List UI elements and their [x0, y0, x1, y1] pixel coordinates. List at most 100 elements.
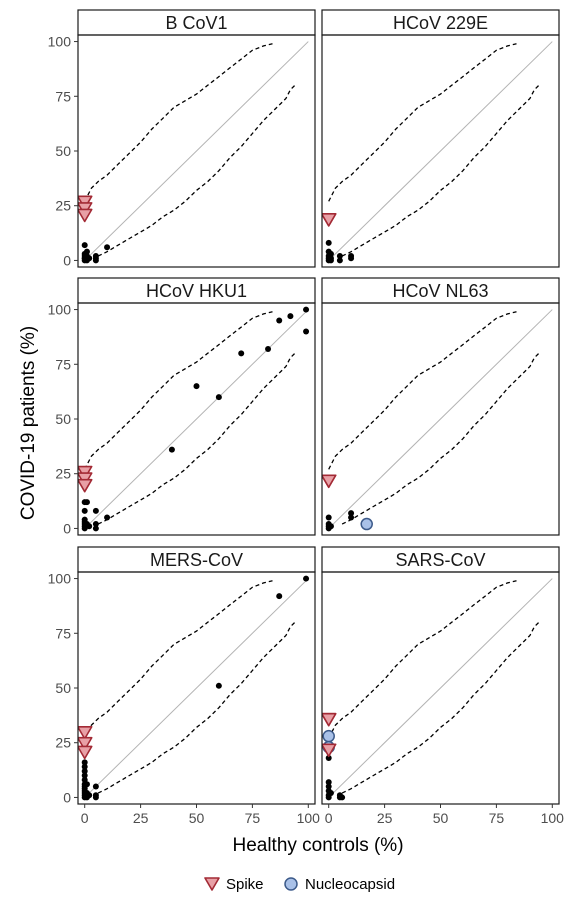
upper-bound-line	[84, 311, 273, 470]
plot-area	[78, 575, 310, 801]
panel-strip	[77, 9, 316, 36]
data-point	[81, 768, 88, 775]
y-axis-title: COVID-19 patients (%)	[18, 326, 39, 520]
y-tick-label: 25	[55, 198, 71, 214]
data-point	[303, 306, 310, 313]
lower-bound-line	[97, 621, 296, 794]
data-point	[92, 507, 99, 514]
legend-spike-key	[204, 877, 220, 891]
upper-bound-line	[328, 311, 517, 470]
data-point	[287, 313, 294, 320]
x-tick-label: 25	[377, 810, 393, 826]
data-point	[327, 257, 334, 264]
upper-bound-line	[328, 580, 517, 739]
panel-strip	[77, 277, 316, 304]
x-tick-label: 100	[541, 810, 565, 826]
identity-line	[328, 578, 553, 798]
legend-nucleocapsid-key	[284, 877, 298, 891]
data-point	[92, 521, 99, 528]
data-point	[303, 575, 310, 582]
data-point	[339, 794, 346, 801]
x-tick-label: 50	[433, 810, 449, 826]
x-tick-label: 100	[297, 810, 321, 826]
spike-point	[78, 725, 93, 740]
data-point	[325, 779, 332, 786]
data-point	[276, 593, 283, 600]
panel-border	[321, 34, 560, 268]
panel-border	[321, 302, 560, 536]
y-tick-label: 75	[55, 625, 71, 641]
legend-label: Spike	[226, 876, 264, 893]
identity-line	[84, 41, 309, 261]
data-point	[193, 383, 200, 390]
data-point	[276, 317, 283, 324]
y-tick-label: 75	[55, 88, 71, 104]
identity-line	[328, 309, 553, 529]
data-point	[327, 523, 334, 530]
x-tick-label: 0	[325, 810, 333, 826]
nucleocapsid-point	[322, 729, 335, 743]
panel-b-cov1: B CoV1	[77, 9, 316, 268]
x-tick-label: 75	[245, 810, 261, 826]
plot-area	[78, 41, 309, 264]
data-point	[86, 255, 93, 262]
panel-sars-cov: SARS-CoV	[321, 546, 560, 805]
panel-title: SARS-CoV	[395, 550, 485, 570]
data-point	[325, 239, 332, 246]
data-point	[325, 783, 332, 790]
spike-point	[322, 213, 337, 227]
panel-title: HCoV HKU1	[146, 281, 247, 301]
data-point	[92, 253, 99, 260]
y-tick-label: 100	[48, 571, 72, 587]
y-tick-label: 0	[63, 789, 71, 805]
data-point	[325, 514, 332, 521]
panel-hcov-229e: HCoV 229E	[321, 9, 560, 268]
panel-title: MERS-CoV	[150, 550, 243, 570]
data-point	[336, 253, 343, 260]
y-tick-label: 25	[55, 735, 71, 751]
panel-strip	[321, 9, 560, 36]
spike-point	[78, 745, 93, 760]
data-point	[265, 345, 272, 352]
identity-line	[84, 578, 309, 798]
panel-title: HCoV 229E	[393, 13, 488, 33]
lower-bound-line	[341, 84, 540, 257]
data-point	[83, 499, 90, 506]
data-point	[81, 763, 88, 770]
data-point	[215, 682, 222, 689]
panel-strip	[321, 546, 560, 573]
spike-point	[78, 736, 93, 751]
chart-panels: B CoV1 HCoV 229E HCoV HKU1 HCoV NL63 MERS-Co…	[77, 9, 560, 805]
spike-point	[78, 208, 93, 223]
legend: Spike Nucleocapsid	[204, 876, 395, 893]
plot-area	[78, 306, 310, 532]
lower-bound-line	[341, 352, 540, 525]
identity-line	[84, 309, 309, 529]
panel-strip	[321, 277, 560, 304]
data-point	[238, 350, 245, 357]
upper-bound-line	[84, 580, 273, 739]
data-point	[104, 514, 111, 521]
data-point	[92, 794, 99, 801]
data-point	[168, 446, 175, 453]
spike-point	[78, 478, 93, 493]
identity-line	[328, 41, 553, 261]
data-point	[83, 781, 90, 788]
upper-bound-line	[84, 43, 273, 202]
data-point	[92, 525, 99, 532]
y-tick-label: 100	[48, 34, 72, 50]
x-axis-title: Healthy controls (%)	[232, 835, 403, 856]
y-tick-label: 25	[55, 466, 71, 482]
spike-point	[322, 712, 337, 727]
data-point	[86, 523, 93, 530]
x-tick-label: 25	[133, 810, 149, 826]
x-tick-label: 50	[189, 810, 205, 826]
nucleocapsid-point	[360, 517, 373, 531]
panel-title: HCoV NL63	[392, 281, 488, 301]
data-point	[83, 248, 90, 255]
panel-hcov-hku1: HCoV HKU1	[77, 277, 316, 536]
data-point	[81, 242, 88, 249]
plot-area	[322, 41, 553, 264]
legend-label: Nucleocapsid	[305, 876, 395, 893]
